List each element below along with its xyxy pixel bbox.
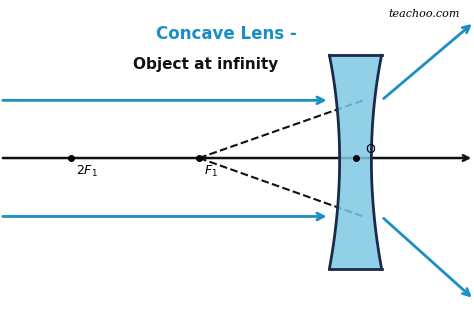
Text: teachoo.com: teachoo.com <box>388 9 460 20</box>
Text: Concave Lens -: Concave Lens - <box>156 25 297 43</box>
Text: $2F_1$: $2F_1$ <box>76 164 98 179</box>
Polygon shape <box>329 55 382 269</box>
Text: Object at infinity: Object at infinity <box>133 57 278 72</box>
Text: $F_1$: $F_1$ <box>204 164 218 179</box>
Text: O: O <box>365 143 375 156</box>
